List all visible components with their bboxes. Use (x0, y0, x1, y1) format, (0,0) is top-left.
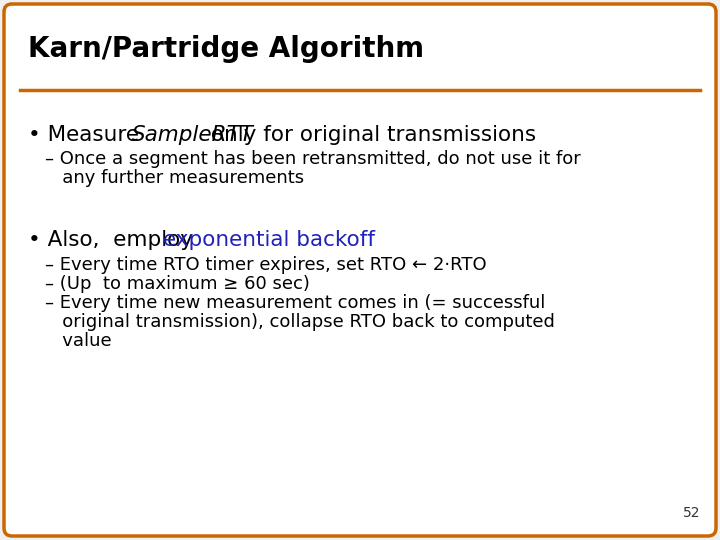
Bar (20, 12, 700, 90)
Text: – Every time RTO timer expires, set RTO ← 2·RTO: – Every time RTO timer expires, set RTO … (45, 256, 487, 274)
Text: • Measure: • Measure (28, 125, 146, 145)
Text: – Once a segment has been retransmitted, do not use it for: – Once a segment has been retransmitted,… (45, 150, 581, 168)
Text: value: value (45, 332, 112, 350)
Text: original transmission), collapse RTO back to computed: original transmission), collapse RTO bac… (45, 313, 555, 331)
Text: SampleRTT: SampleRTT (132, 125, 254, 145)
Text: – (Up  to maximum ≥ 60 sec): – (Up to maximum ≥ 60 sec) (45, 275, 310, 293)
Text: 52: 52 (683, 506, 700, 520)
Text: any further measurements: any further measurements (45, 169, 304, 187)
Text: – Every time new measurement comes in (= successful: – Every time new measurement comes in (=… (45, 294, 545, 312)
Text: Karn/Partridge Algorithm: Karn/Partridge Algorithm (28, 35, 424, 63)
Text: only for original transmissions: only for original transmissions (204, 125, 536, 145)
Text: exponential backoff: exponential backoff (163, 230, 375, 250)
FancyBboxPatch shape (4, 4, 716, 536)
Text: • Also,  employ: • Also, employ (28, 230, 200, 250)
